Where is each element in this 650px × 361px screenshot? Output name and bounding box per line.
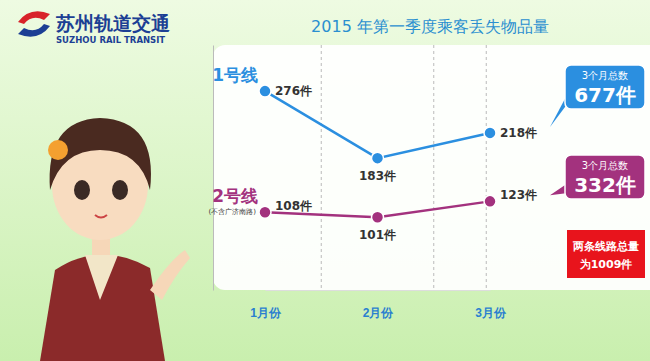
data-label: 276件: [275, 84, 312, 98]
annotation-text: 两条线路总量: [572, 240, 639, 253]
illustration-eye: [112, 180, 128, 200]
illustration-flower: [48, 140, 68, 160]
series-point: [372, 211, 384, 223]
logo-name: 苏州轨道交通: [55, 12, 170, 34]
separator: [321, 45, 322, 290]
chart-title: 2015 年第一季度乘客丢失物品量: [311, 17, 549, 36]
logo-icon: [18, 11, 50, 24]
marks: [259, 85, 496, 223]
illustration-mouth: [95, 215, 107, 218]
series-point: [259, 206, 271, 218]
callout-value: 332件: [574, 173, 636, 197]
callout-label: 3个月总数: [582, 160, 628, 171]
x-tick: 3月份: [475, 290, 507, 320]
callout-box: [565, 155, 645, 199]
total-callout: 3个月总数 332件: [550, 155, 645, 199]
annotation-box: [567, 230, 645, 278]
annotation-text: 为1009件: [580, 258, 633, 271]
callout-value: 677件: [574, 83, 636, 107]
x-tick-label: 3月份: [475, 306, 507, 320]
annotation: 两条线路总量为1009件: [567, 230, 645, 278]
x-tick-label: 1月份: [250, 306, 282, 320]
x-tick: 1月份: [250, 290, 282, 320]
logo: 苏州轨道交通SUZHOU RAIL TRANSIT: [18, 11, 170, 45]
x-tick-label: 2月份: [363, 306, 395, 320]
chart-svg: 苏州轨道交通SUZHOU RAIL TRANSIT 2015 年第一季度乘客丢失物…: [0, 0, 650, 361]
separator: [433, 45, 434, 290]
data-label: 218件: [500, 126, 537, 140]
data-label: 101件: [359, 228, 396, 242]
logo-name-en: SUZHOU RAIL TRANSIT: [56, 35, 165, 45]
series-line: [265, 91, 490, 158]
separator: [486, 45, 487, 290]
series-point: [484, 195, 496, 207]
callout-box: [565, 65, 645, 109]
illustration-collar: [85, 255, 118, 300]
illustration-body: [40, 254, 165, 361]
series-point: [484, 127, 496, 139]
illustration: [40, 118, 190, 361]
callout-label: 3个月总数: [582, 70, 628, 81]
x-axis: 1月份 2月份 3月份: [250, 290, 507, 320]
x-axis-line: [266, 290, 491, 291]
data-label: 123件: [500, 188, 537, 202]
illustration-eye: [74, 180, 90, 200]
logo-icon: [18, 24, 50, 37]
x-tick: 2月份: [363, 290, 395, 320]
data-label: 183件: [359, 169, 396, 183]
data-label: 108件: [275, 199, 312, 213]
series-point: [372, 152, 384, 164]
series-note: (不含广济南路): [209, 208, 257, 216]
series-point: [259, 85, 271, 97]
series-name: 1号线: [212, 65, 258, 85]
plot-area: [213, 45, 650, 290]
illustration-hand: [150, 250, 190, 300]
series-name: 2号线: [212, 186, 258, 206]
total-callout: 3个月总数 677件: [550, 65, 645, 127]
